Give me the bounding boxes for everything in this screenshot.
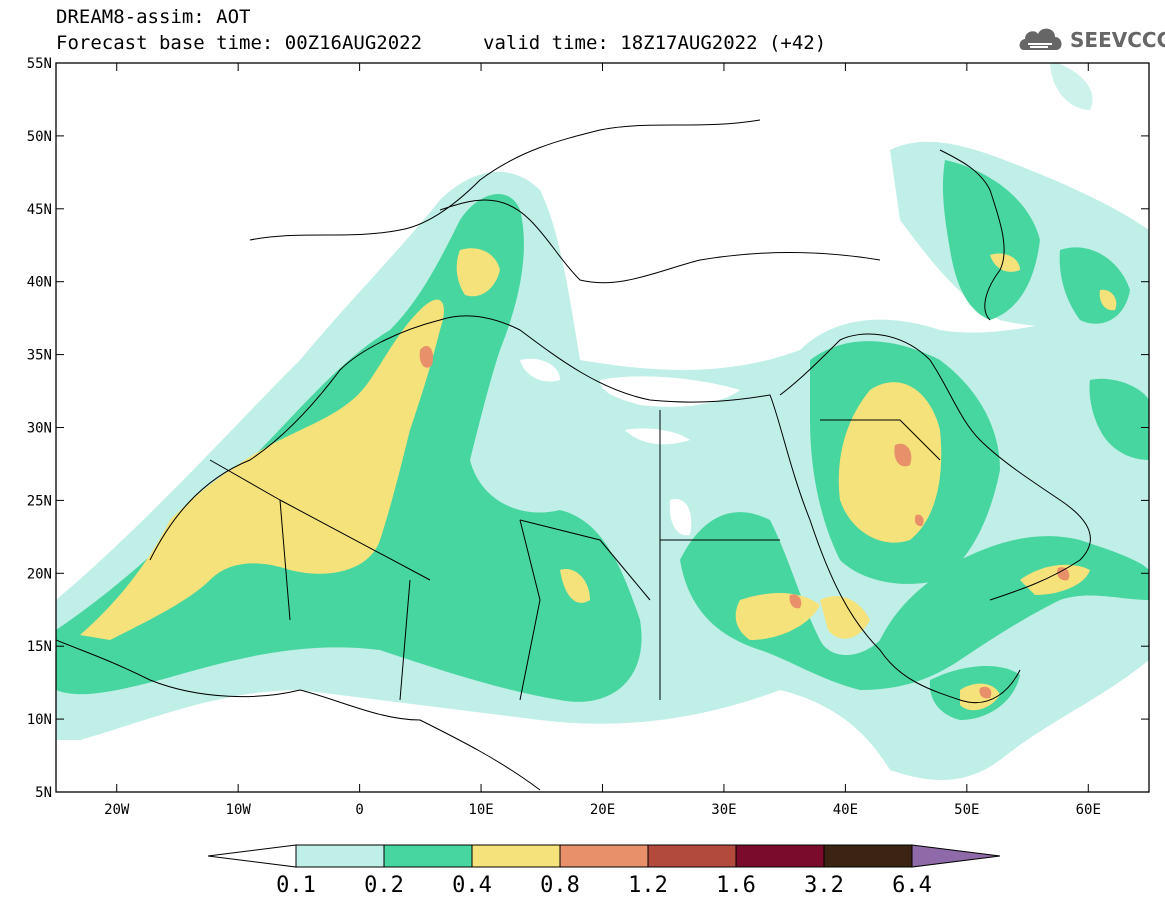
cloud-icon <box>1019 28 1062 50</box>
lon-label: 60E <box>1076 802 1101 818</box>
legend-swatch <box>735 844 825 868</box>
latitude-axis: 55N 50N 45N 40N 35N 30N 25N 20N 15N 10N 5N <box>27 56 1149 801</box>
legend-label: 0.1 <box>276 873 316 898</box>
lon-label: 40E <box>833 802 858 818</box>
lat-label: 55N <box>27 56 52 72</box>
legend-swatch <box>823 844 913 868</box>
lat-label: 30N <box>27 421 52 437</box>
legend-swatch <box>383 844 473 868</box>
lat-label: 10N <box>27 712 52 728</box>
lat-label: 25N <box>27 493 52 509</box>
legend-swatch <box>295 844 385 868</box>
lon-label: 0 <box>355 802 363 818</box>
lat-label: 20N <box>27 566 52 582</box>
legend-label: 1.2 <box>628 873 668 898</box>
map-title: DREAM8-assim: AOT <box>56 6 251 28</box>
coastlines <box>56 119 1091 791</box>
colorbar-legend: 0.1 0.2 0.4 0.8 1.2 1.6 3.2 6.4 <box>207 844 1001 898</box>
legend-label: 0.8 <box>540 873 580 898</box>
aot-contour-0.4 <box>80 248 1117 711</box>
valid-time: valid time: 18Z17AUG2022 (+42) <box>483 32 827 54</box>
lat-label: 45N <box>27 202 52 218</box>
lon-label: 10E <box>468 802 493 818</box>
aot-contour-0.8 <box>419 345 1070 699</box>
lat-label: 5N <box>35 785 52 801</box>
legend-label: 0.4 <box>452 873 492 898</box>
legend-swatch <box>559 844 649 868</box>
lon-label: 50E <box>954 802 979 818</box>
lat-label: 35N <box>27 348 52 364</box>
lat-label: 50N <box>27 129 52 145</box>
lon-label: 10W <box>226 802 252 818</box>
lat-label: 15N <box>27 639 52 655</box>
legend-swatch <box>471 844 561 868</box>
legend-label: 1.6 <box>716 873 756 898</box>
legend-label: 3.2 <box>804 873 844 898</box>
aot-field <box>56 63 1149 781</box>
legend-swatch <box>647 844 737 868</box>
legend-label: 0.2 <box>364 873 404 898</box>
lon-label: 20W <box>104 802 130 818</box>
logo-name: SEEVCCC <box>1070 28 1165 52</box>
legend-label: 6.4 <box>892 873 932 898</box>
lon-label: 20E <box>590 802 615 818</box>
lat-label: 40N <box>27 275 52 291</box>
lon-label: 30E <box>711 802 736 818</box>
legend-arrow-high <box>911 844 1001 868</box>
longitude-axis: 20W 10W 0 10E 20E 30E 40E 50E 60E <box>104 63 1101 818</box>
legend-arrow-low <box>207 844 297 868</box>
forecast-base-time: Forecast base time: 00Z16AUG2022 <box>56 32 423 54</box>
